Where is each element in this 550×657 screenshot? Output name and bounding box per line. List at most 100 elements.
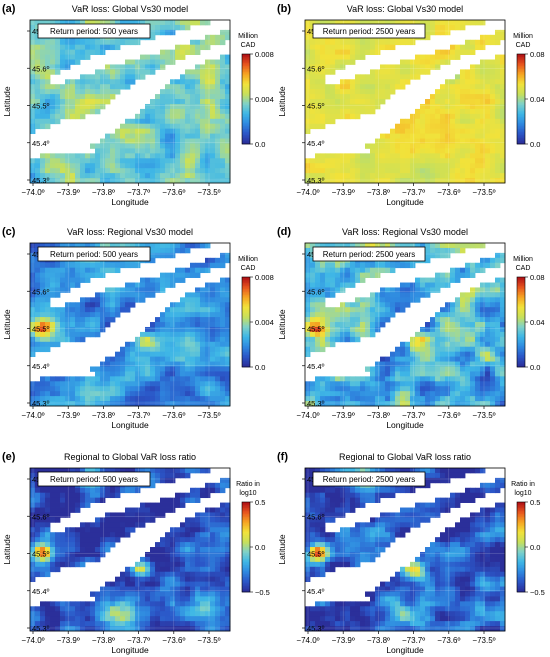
heatmap-cell (390, 173, 396, 179)
heatmap-cell (445, 302, 451, 308)
heatmap-cell (200, 322, 206, 328)
heatmap-cell (490, 396, 496, 402)
heatmap-cell (225, 542, 231, 548)
heatmap-cell (480, 257, 486, 264)
heatmap-cell (370, 297, 376, 303)
heatmap-cell (365, 143, 371, 149)
heatmap-cell (140, 391, 146, 397)
heatmap-cell (475, 326, 481, 333)
heatmap-cell (100, 74, 106, 80)
heatmap-cell (335, 64, 341, 70)
heatmap-cell (150, 123, 156, 130)
heatmap-cell (45, 89, 51, 95)
heatmap-cell (370, 89, 376, 95)
heatmap-cell (90, 272, 96, 278)
heatmap-cell (460, 74, 466, 80)
heatmap-cell (145, 178, 151, 184)
heatmap-cell (195, 64, 201, 70)
heatmap-cell (150, 502, 156, 508)
heatmap-cell (460, 158, 466, 164)
heatmap-cell (140, 287, 146, 293)
heatmap-cell (205, 366, 211, 372)
heatmap-cell (400, 173, 406, 179)
heatmap-cell (160, 128, 166, 135)
colorbar-step (242, 73, 250, 76)
heatmap-cell (45, 113, 51, 120)
heatmap-cell (45, 173, 51, 179)
heatmap-cell (375, 243, 381, 249)
heatmap-cell (330, 103, 336, 110)
heatmap-cell (140, 143, 146, 149)
heatmap-cell (355, 381, 361, 387)
heatmap-cell (55, 381, 61, 387)
heatmap-cell (135, 138, 141, 144)
heatmap-cell (205, 341, 211, 348)
heatmap-cell (200, 287, 206, 293)
heatmap-cell (120, 522, 126, 528)
heatmap-cell (350, 20, 356, 26)
heatmap-cell (380, 44, 386, 51)
heatmap-cell (345, 322, 351, 328)
colorbar-step (517, 283, 525, 285)
heatmap-cell (225, 282, 231, 288)
heatmap-cell (310, 113, 316, 120)
heatmap-cell (305, 302, 311, 308)
heatmap-cell (225, 366, 231, 372)
heatmap-cell (110, 487, 116, 494)
heatmap-cell (320, 49, 326, 55)
heatmap-cell (405, 69, 411, 75)
heatmap-cell (115, 302, 121, 308)
heatmap-cell (310, 118, 316, 125)
heatmap-cell (160, 277, 166, 283)
heatmap-cell (100, 69, 106, 75)
heatmap-cell (125, 133, 131, 139)
heatmap-cell (105, 401, 111, 407)
heatmap-cell (110, 517, 116, 523)
heatmap-cell (495, 138, 501, 144)
heatmap-cell (455, 148, 461, 154)
heatmap-cell (350, 326, 356, 333)
heatmap-cell (205, 267, 211, 274)
heatmap-cell (490, 336, 496, 343)
heatmap-cell (210, 287, 216, 293)
colorbar-step (242, 293, 250, 296)
heatmap-cell (430, 64, 436, 70)
heatmap-cell (205, 482, 211, 489)
heatmap-cell (375, 381, 381, 387)
heatmap-cell (370, 148, 376, 154)
heatmap-cell (480, 262, 486, 269)
heatmap-cell (30, 307, 36, 313)
heatmap-cell (30, 507, 36, 513)
heatmap-cell (165, 502, 171, 508)
colorbar-step (242, 82, 250, 85)
heatmap-cell (485, 391, 491, 397)
heatmap-cell (355, 89, 361, 95)
heatmap-cell (445, 386, 451, 392)
heatmap-cell (195, 307, 201, 313)
heatmap-cell (355, 317, 361, 323)
heatmap-cell (60, 173, 66, 179)
heatmap-cell (190, 113, 196, 120)
heatmap-cell (215, 173, 221, 179)
heatmap-cell (85, 74, 91, 80)
panel-a: (a) VaR loss: Global Vs30 model−74.0º −73.… (2, 3, 274, 207)
heatmap-cell (340, 168, 346, 174)
heatmap-cell (175, 527, 181, 533)
heatmap-cell (210, 527, 216, 533)
heatmap-cell (420, 282, 426, 288)
heatmap-cell (305, 331, 311, 338)
heatmap-cell (450, 391, 456, 397)
heatmap-cell (335, 282, 341, 288)
colorbar-step (517, 111, 525, 113)
heatmap-cell (35, 64, 41, 70)
heatmap-cell (435, 331, 441, 338)
heatmap-cell (55, 401, 61, 407)
heatmap-cell (480, 282, 486, 288)
heatmap-cell (370, 317, 376, 323)
heatmap-cell (105, 262, 111, 269)
heatmap-cell (450, 366, 456, 372)
heatmap-cell (100, 267, 106, 274)
heatmap-cell (330, 396, 336, 402)
colorbar-step (242, 142, 250, 145)
heatmap-cell (155, 128, 161, 135)
